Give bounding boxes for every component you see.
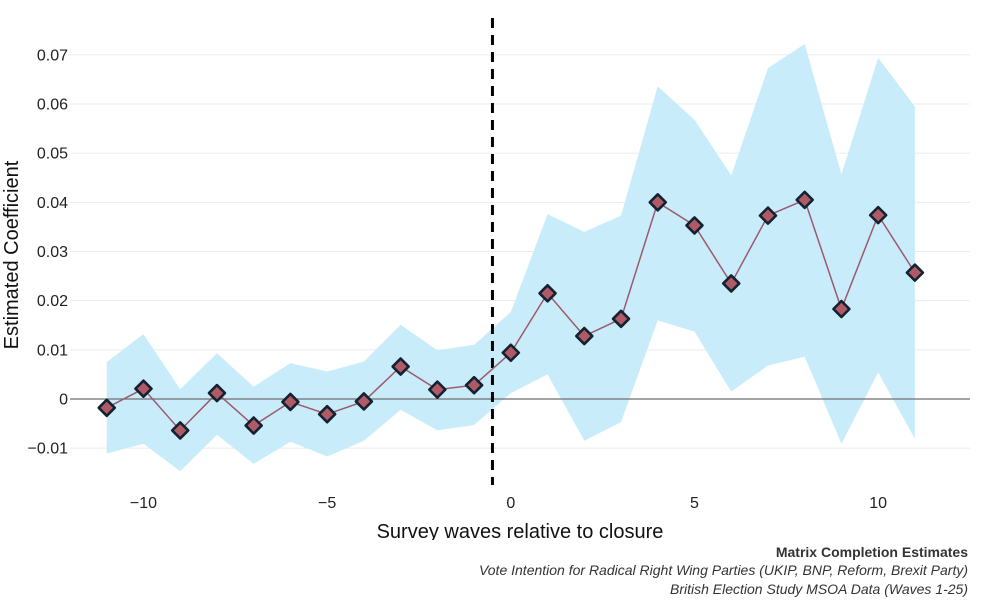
- data-point-marker: [648, 193, 668, 212]
- data-point-marker: [97, 398, 117, 418]
- data-point-marker: [501, 343, 521, 363]
- x-tick-label: 10: [869, 495, 887, 512]
- chart-area: −0.01 0 0.01 0.02 0.03 0.04 0.05 0.06 0.07 −10 −5…: [1, 18, 970, 540]
- x-tick-label: 5: [690, 495, 699, 512]
- y-tick-label: 0.04: [37, 195, 68, 212]
- data-point-marker: [428, 380, 447, 399]
- data-point-marker: [795, 190, 814, 210]
- caption-title: Matrix Completion Estimates: [775, 544, 968, 560]
- x-tick-labels: −10 −5 0 5 10: [130, 495, 887, 512]
- data-point-marker: [611, 309, 631, 329]
- estimate-markers: [97, 190, 925, 440]
- y-tick-label: 0.01: [37, 342, 68, 359]
- y-tick-label: 0.03: [37, 244, 68, 261]
- y-axis-title: Estimated Coefficient: [1, 160, 23, 349]
- caption-source: British Election Study MSOA Data (Waves …: [670, 581, 968, 597]
- data-point-marker: [354, 392, 374, 411]
- data-point-marker: [574, 326, 594, 346]
- y-tick-label: −0.01: [28, 441, 69, 458]
- x-tick-label: −10: [130, 495, 157, 512]
- y-tick-label: 0.02: [37, 293, 68, 310]
- data-point-marker: [170, 421, 190, 440]
- y-tick-label: 0: [59, 391, 68, 408]
- x-tick-label: 0: [506, 495, 515, 512]
- data-point-marker: [391, 357, 410, 376]
- data-point-marker: [134, 379, 153, 398]
- data-point-marker: [868, 205, 888, 225]
- data-point-marker: [905, 263, 925, 282]
- y-tick-label: 0.07: [37, 47, 68, 64]
- data-point-marker: [721, 274, 741, 293]
- data-point-marker: [244, 416, 263, 435]
- data-point-marker: [685, 216, 704, 235]
- y-tick-label: 0.05: [37, 146, 68, 163]
- data-point-marker: [281, 392, 300, 412]
- data-point-marker: [207, 383, 227, 403]
- data-point-marker: [758, 206, 778, 225]
- data-point-marker: [538, 283, 557, 303]
- x-tick-label: −5: [318, 495, 336, 512]
- data-point-marker: [464, 375, 484, 395]
- caption-subtitle: Vote Intention for Radical Right Wing Pa…: [478, 562, 968, 578]
- data-point-marker: [317, 404, 337, 424]
- x-axis-title: Survey waves relative to closure: [377, 521, 664, 540]
- confidence-band: [106, 44, 915, 472]
- y-tick-label: 0.06: [37, 97, 68, 114]
- y-tick-labels: −0.01 0 0.01 0.02 0.03 0.04 0.05 0.06 0.07: [28, 47, 69, 457]
- data-point-marker: [832, 299, 851, 319]
